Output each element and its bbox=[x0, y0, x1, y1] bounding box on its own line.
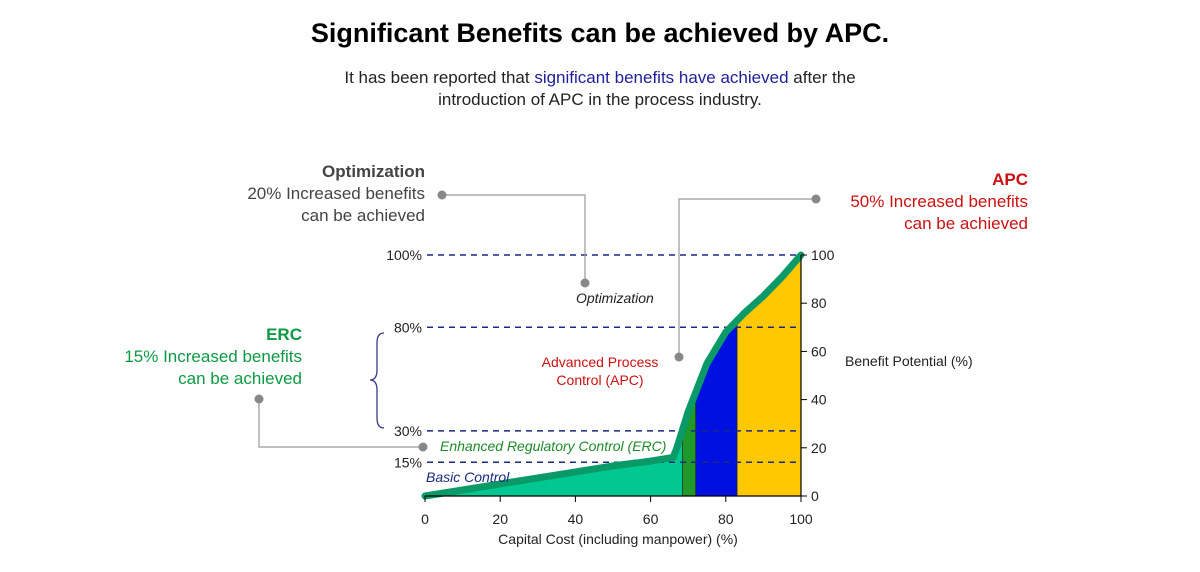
chart-axes bbox=[424, 254, 807, 502]
slide-subtitle: It has been reported that significant be… bbox=[0, 67, 1200, 111]
level-label-15: 15% bbox=[394, 454, 422, 470]
apc-callout-line-2: can be achieved bbox=[904, 214, 1028, 233]
leader-dot bbox=[418, 442, 428, 452]
apc-leader-line bbox=[678, 198, 816, 357]
optimization-leader-line bbox=[442, 194, 586, 283]
level-label-30: 30% bbox=[394, 423, 422, 439]
x-tick-label: 0 bbox=[421, 511, 429, 527]
subtitle-post: after the bbox=[788, 68, 856, 87]
level-label-100: 100% bbox=[386, 247, 422, 263]
leader-dot bbox=[580, 278, 590, 288]
y-tick-label: 100 bbox=[811, 247, 835, 263]
x-axis-label: Capital Cost (including manpower) (%) bbox=[498, 531, 738, 547]
subtitle-line-2: introduction of APC in the process indus… bbox=[438, 90, 762, 109]
x-tick-label: 40 bbox=[568, 511, 584, 527]
benefit-curve bbox=[421, 251, 805, 500]
basic-control-annotation: Basic Control bbox=[426, 469, 510, 485]
optimization-callout-line-2: can be achieved bbox=[301, 206, 425, 225]
subtitle-pre: It has been reported that bbox=[344, 68, 535, 87]
optimization-annotation: Optimization bbox=[576, 290, 654, 306]
y-tick-label: 40 bbox=[811, 392, 827, 408]
erc-brace bbox=[369, 332, 385, 429]
apc-annotation-line-1: Advanced Process bbox=[542, 354, 659, 370]
apc-callout: APC 50% Increased benefits can be achiev… bbox=[760, 169, 1028, 235]
leader-dot bbox=[437, 190, 447, 200]
leader-dot bbox=[674, 352, 684, 362]
y-tick-label: 80 bbox=[811, 295, 827, 311]
y-tick-label: 20 bbox=[811, 440, 827, 456]
leader-dot bbox=[811, 194, 821, 204]
chart-regions bbox=[424, 254, 802, 497]
erc-callout-line-2: can be achieved bbox=[178, 369, 302, 388]
slide-title: Significant Benefits can be achieved by … bbox=[310, 18, 890, 48]
erc-leader-line bbox=[258, 399, 423, 448]
subtitle-line-1: It has been reported that significant be… bbox=[0, 67, 1200, 89]
x-tick-label: 100 bbox=[789, 511, 813, 527]
leader-dot bbox=[254, 394, 264, 404]
y-tick-label: 0 bbox=[811, 488, 819, 504]
apc-annotation-line-2: Control (APC) bbox=[556, 372, 643, 388]
apc-callout-line-1: 50% Increased benefits bbox=[850, 192, 1028, 211]
optimization-callout-line-1: 20% Increased benefits bbox=[247, 184, 425, 203]
apc-callout-head: APC bbox=[992, 170, 1028, 189]
subtitle-highlight: significant benefits have achieved bbox=[534, 68, 789, 87]
y-tick-label: 60 bbox=[811, 343, 827, 359]
erc-callout-line-1: 15% Increased benefits bbox=[124, 347, 302, 366]
y-axis-label: Benefit Potential (%) bbox=[845, 353, 973, 369]
erc-callout: ERC 15% Increased benefits can be achiev… bbox=[30, 324, 302, 390]
erc-callout-head: ERC bbox=[266, 325, 302, 344]
erc-annotation: Enhanced Regulatory Control (ERC) bbox=[440, 438, 666, 454]
optimization-callout-head: Optimization bbox=[322, 162, 425, 181]
optimization-callout: Optimization 20% Increased benefits can … bbox=[150, 161, 425, 227]
callout-leader-lines bbox=[254, 190, 821, 452]
x-tick-label: 80 bbox=[718, 511, 734, 527]
x-tick-label: 20 bbox=[492, 511, 508, 527]
level-label-80: 80% bbox=[394, 319, 422, 335]
x-tick-label: 60 bbox=[643, 511, 659, 527]
